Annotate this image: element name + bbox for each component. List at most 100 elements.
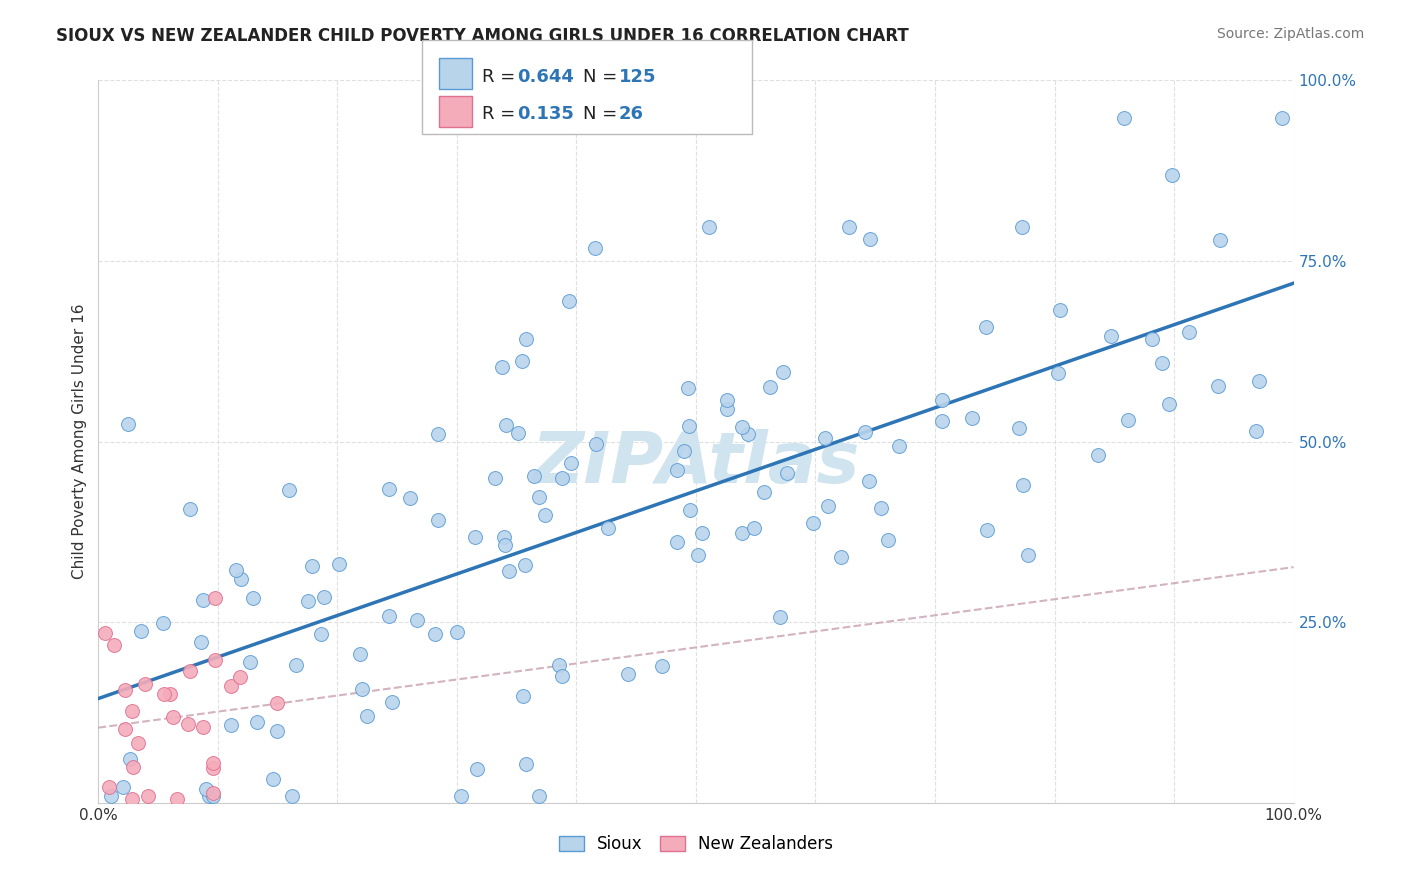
Text: 125: 125 bbox=[619, 68, 657, 86]
Point bbox=[676, 381, 699, 395]
Point bbox=[931, 414, 953, 428]
Text: Source: ZipAtlas.com: Source: ZipAtlas.com bbox=[1216, 27, 1364, 41]
Point bbox=[1116, 413, 1139, 427]
Point bbox=[515, 756, 537, 771]
Point bbox=[423, 627, 446, 641]
Point bbox=[1271, 112, 1294, 126]
Point bbox=[381, 695, 404, 709]
Legend: Sioux, New Zealanders: Sioux, New Zealanders bbox=[553, 828, 839, 860]
Point bbox=[931, 392, 953, 407]
Point bbox=[960, 411, 983, 425]
Point bbox=[194, 782, 217, 797]
Point bbox=[221, 679, 243, 693]
Point bbox=[1244, 424, 1267, 438]
Point bbox=[204, 591, 226, 605]
Point bbox=[776, 466, 799, 480]
Point bbox=[121, 705, 143, 719]
Point bbox=[311, 627, 333, 641]
Point bbox=[193, 720, 215, 734]
Point bbox=[853, 425, 876, 440]
Point bbox=[859, 232, 882, 246]
Point bbox=[1161, 168, 1184, 182]
Point bbox=[495, 418, 517, 433]
Point bbox=[349, 647, 371, 661]
Point bbox=[759, 380, 782, 394]
Point bbox=[162, 709, 184, 723]
Point bbox=[134, 676, 156, 690]
Point bbox=[1087, 449, 1109, 463]
Point bbox=[100, 789, 122, 803]
Point bbox=[550, 470, 572, 484]
Text: N =: N = bbox=[583, 105, 623, 123]
Point bbox=[877, 533, 900, 548]
Point bbox=[494, 538, 516, 552]
Point bbox=[266, 696, 288, 710]
Point bbox=[752, 484, 775, 499]
Point bbox=[699, 220, 721, 235]
Point bbox=[225, 563, 247, 577]
Point bbox=[869, 500, 891, 515]
Point bbox=[1017, 548, 1039, 562]
Text: 0.644: 0.644 bbox=[517, 68, 574, 86]
Point bbox=[512, 689, 534, 703]
Point bbox=[281, 789, 304, 803]
Point bbox=[527, 490, 550, 504]
Point bbox=[858, 474, 880, 488]
Point bbox=[427, 426, 450, 441]
Point bbox=[534, 508, 557, 523]
Point bbox=[686, 549, 709, 563]
Point bbox=[1150, 356, 1173, 370]
Point bbox=[651, 659, 673, 673]
Point bbox=[817, 499, 839, 513]
Point bbox=[228, 670, 250, 684]
Point bbox=[121, 792, 143, 806]
Point bbox=[560, 456, 582, 470]
Point bbox=[1011, 220, 1033, 235]
Point bbox=[1157, 396, 1180, 410]
Point bbox=[1206, 379, 1229, 393]
Point bbox=[814, 431, 837, 445]
Text: R =: R = bbox=[482, 105, 522, 123]
Point bbox=[558, 293, 581, 308]
Point bbox=[112, 780, 135, 795]
Point bbox=[1046, 367, 1069, 381]
Point bbox=[585, 437, 607, 451]
Y-axis label: Child Poverty Among Girls Under 16: Child Poverty Among Girls Under 16 bbox=[72, 304, 87, 579]
Point bbox=[484, 471, 506, 485]
Point bbox=[673, 444, 696, 458]
Text: 26: 26 bbox=[619, 105, 644, 123]
Point bbox=[103, 638, 125, 652]
Point bbox=[548, 657, 571, 672]
Point bbox=[464, 530, 486, 544]
Point bbox=[974, 320, 997, 334]
Point bbox=[491, 360, 513, 375]
Point bbox=[716, 401, 738, 416]
Point bbox=[731, 419, 754, 434]
Point bbox=[179, 664, 201, 678]
Point bbox=[515, 333, 537, 347]
Point bbox=[297, 594, 319, 608]
Point bbox=[136, 789, 159, 804]
Point bbox=[98, 780, 121, 795]
Point bbox=[350, 682, 373, 697]
Point bbox=[152, 616, 174, 631]
Point bbox=[378, 483, 401, 497]
Point bbox=[527, 789, 550, 803]
Point bbox=[803, 516, 825, 530]
Point bbox=[737, 426, 759, 441]
Point bbox=[838, 220, 860, 235]
Point bbox=[678, 419, 700, 434]
Point bbox=[405, 613, 427, 627]
Point bbox=[177, 717, 200, 731]
Point bbox=[492, 530, 515, 544]
Point bbox=[356, 708, 378, 723]
Point bbox=[159, 687, 181, 701]
Point bbox=[731, 525, 754, 540]
Point bbox=[830, 549, 852, 564]
Point bbox=[498, 564, 520, 578]
Point bbox=[1011, 477, 1033, 491]
Point bbox=[229, 572, 252, 586]
Point bbox=[716, 393, 738, 408]
Point bbox=[328, 557, 350, 571]
Point bbox=[450, 789, 472, 803]
